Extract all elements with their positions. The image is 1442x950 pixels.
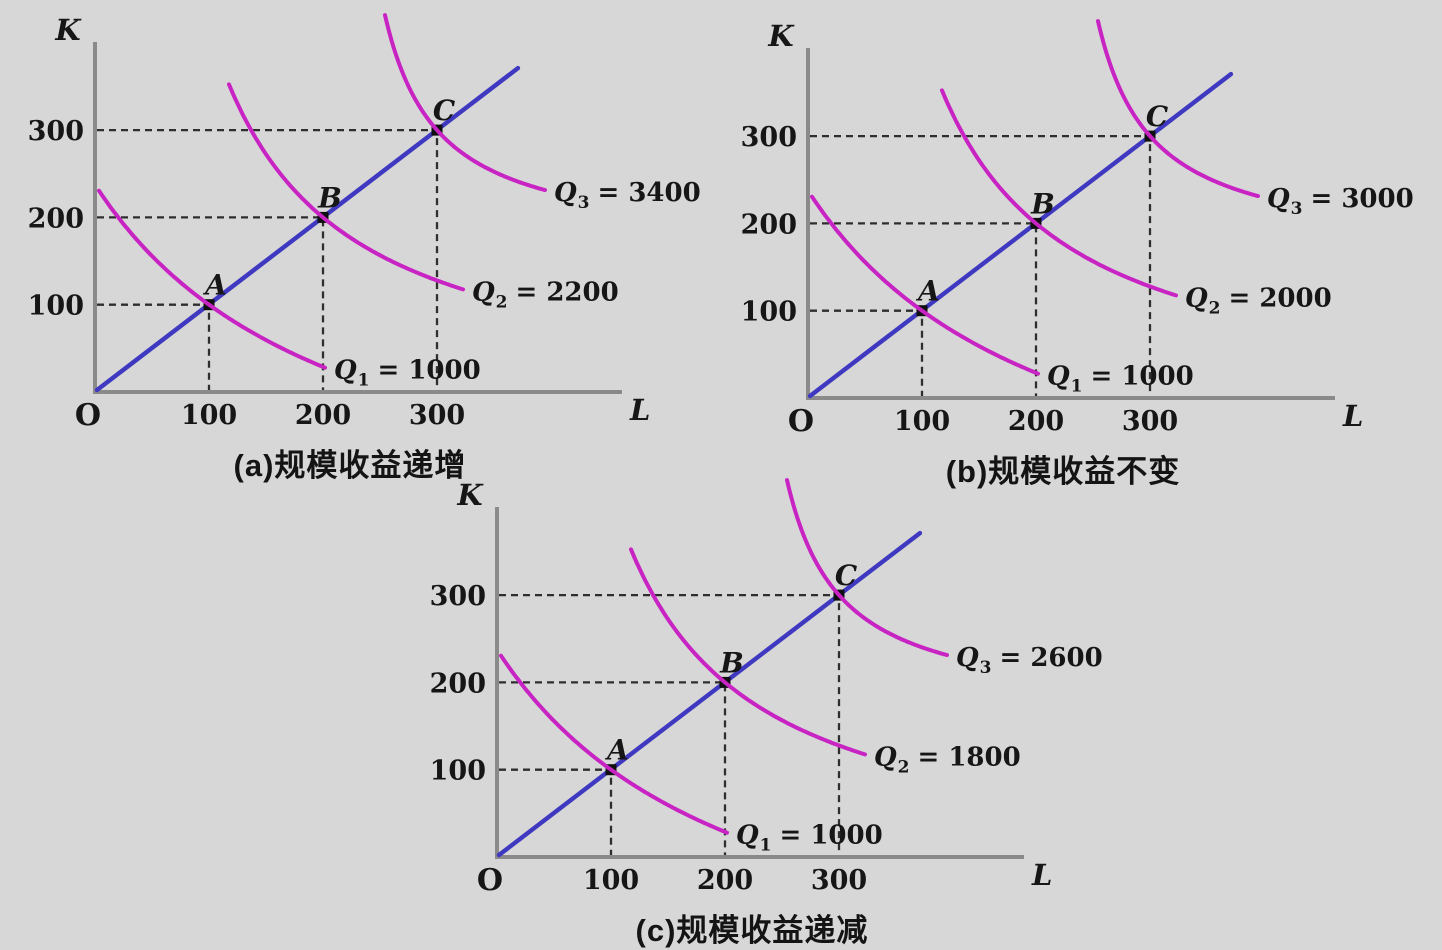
tick-label-y-300: 300 bbox=[741, 122, 797, 153]
tick-label-x-100: 100 bbox=[583, 865, 639, 896]
isoquant-curve-2 bbox=[227, 82, 465, 292]
tick-label-x-200: 200 bbox=[295, 400, 351, 431]
point-label-C: C bbox=[433, 94, 456, 127]
axis-label-y: K bbox=[767, 19, 795, 53]
tick-label-x-100: 100 bbox=[894, 406, 950, 437]
isoquant-label-1: Q1 = 1000 bbox=[334, 356, 481, 391]
origin-label: O bbox=[477, 863, 503, 898]
point-label-A: A bbox=[915, 275, 940, 308]
point-label-C: C bbox=[1146, 100, 1169, 133]
tick-label-x-200: 200 bbox=[1008, 406, 1064, 437]
tick-label-x-300: 300 bbox=[409, 400, 465, 431]
chart-c: K L O 100 200 300 100 200 300 A B C Q1 = 1000 Q2 = 1800… bbox=[402, 465, 1102, 948]
point-label-B: B bbox=[1030, 187, 1055, 220]
tick-label-x-300: 300 bbox=[811, 865, 867, 896]
tick-label-y-300: 300 bbox=[28, 116, 84, 147]
chart-b-caption: (b)规模收益不变 bbox=[945, 454, 1181, 489]
isoquant-label-2: Q2 = 1800 bbox=[874, 742, 1021, 777]
chart-c-canvas: K L O 100 200 300 100 200 300 A B C Q1 = 1000 Q2 = 1800… bbox=[430, 478, 1102, 898]
isoquant-curve-2 bbox=[940, 88, 1178, 298]
isoquant-curve-1 bbox=[97, 188, 327, 370]
chart-b-canvas: K L O 100 200 300 100 200 300 A B C Q1 = 1000 Q2 = 2000… bbox=[741, 19, 1413, 439]
isoquant-label-3: Q3 = 3400 bbox=[554, 178, 700, 213]
tick-label-x-300: 300 bbox=[1122, 406, 1178, 437]
chart-a: K L O 100 200 300 100 200 300 A B C Q1 = 1000 Q2 = 2200… bbox=[0, 0, 700, 495]
expansion-ray bbox=[94, 65, 521, 393]
origin-label: O bbox=[788, 404, 814, 439]
axis-label-x: L bbox=[629, 393, 650, 427]
tick-label-x-100: 100 bbox=[181, 400, 237, 431]
isoquant-curve-1 bbox=[810, 194, 1040, 376]
isoquant-label-1: Q1 = 1000 bbox=[1047, 362, 1194, 397]
chart-b: K L O 100 200 300 100 200 300 A B C Q1 = 1000 Q2 = 2000… bbox=[713, 6, 1413, 501]
point-label-B: B bbox=[317, 181, 342, 214]
point-label-C: C bbox=[835, 559, 858, 592]
isoquant-curve-3 bbox=[383, 13, 547, 193]
isoquant-curve-2 bbox=[629, 547, 867, 757]
tick-label-y-200: 200 bbox=[28, 203, 84, 234]
chart-a-canvas: K L O 100 200 300 100 200 300 A B C Q1 = 1000 Q2 = 2200… bbox=[28, 13, 700, 433]
point-label-A: A bbox=[604, 734, 629, 767]
expansion-ray bbox=[807, 71, 1234, 399]
tick-label-y-100: 100 bbox=[741, 297, 797, 328]
dashed-guide-B bbox=[810, 222, 1038, 396]
origin-label: O bbox=[75, 398, 101, 433]
isoquant-label-2: Q2 = 2000 bbox=[1185, 283, 1332, 318]
axis-label-x: L bbox=[1342, 399, 1363, 433]
axis-label-y: K bbox=[54, 13, 82, 47]
isoquant-label-3: Q3 = 2600 bbox=[956, 643, 1102, 678]
tick-label-y-300: 300 bbox=[430, 581, 486, 612]
tick-label-x-200: 200 bbox=[697, 865, 753, 896]
axis-label-x: L bbox=[1031, 858, 1052, 892]
tick-label-y-200: 200 bbox=[741, 209, 797, 240]
tick-label-y-100: 100 bbox=[28, 291, 84, 322]
expansion-ray bbox=[496, 530, 923, 858]
dashed-guide-B bbox=[97, 216, 325, 390]
isoquant-curve-1 bbox=[499, 653, 729, 835]
isoquant-label-1: Q1 = 1000 bbox=[736, 821, 883, 856]
tick-label-y-100: 100 bbox=[430, 756, 486, 787]
isoquant-label-3: Q3 = 3000 bbox=[1267, 184, 1413, 219]
point-label-B: B bbox=[719, 646, 744, 679]
isoquant-curve-3 bbox=[1096, 19, 1260, 199]
isoquant-label-2: Q2 = 2200 bbox=[472, 277, 619, 312]
axis-label-y: K bbox=[456, 478, 484, 512]
chart-a-caption: (a)规模收益递增 bbox=[233, 448, 467, 483]
chart-c-caption: (c)规模收益递减 bbox=[635, 913, 869, 948]
tick-label-y-200: 200 bbox=[430, 668, 486, 699]
dashed-guide-B bbox=[499, 681, 727, 855]
isoquant-curve-3 bbox=[785, 478, 949, 658]
point-label-A: A bbox=[202, 269, 227, 302]
